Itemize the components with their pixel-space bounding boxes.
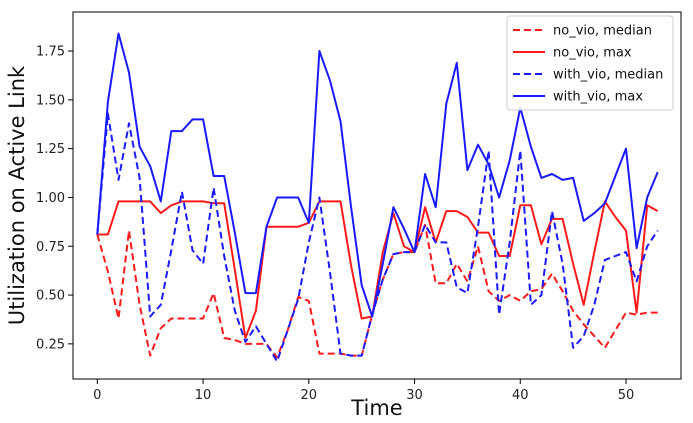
- y-tick-label: 0.75: [36, 240, 65, 255]
- x-tick-label: 10: [195, 388, 212, 403]
- x-tick-label: 30: [406, 388, 423, 403]
- y-tick-label: 0.25: [36, 337, 65, 352]
- y-axis-title: Utilization on Active Link: [5, 65, 29, 325]
- x-tick-label: 50: [618, 388, 635, 403]
- y-axis: 0.25 0.50 0.75 1.00 1.25 1.50 1.75: [36, 45, 73, 352]
- legend: no_vio, median no_vio, max with_vio, media…: [506, 15, 674, 111]
- legend-box: [506, 15, 674, 111]
- y-tick-label: 1.75: [36, 45, 65, 60]
- x-tick-label: 20: [301, 388, 318, 403]
- legend-label-2: with_vio, median: [553, 68, 663, 83]
- x-tick-label: 0: [93, 388, 101, 403]
- series-layer: [96, 32, 659, 363]
- y-tick-label: 0.50: [36, 289, 65, 304]
- y-tick-label: 1.50: [36, 93, 65, 108]
- series-line-1: [97, 200, 659, 339]
- series-line-0: [96, 223, 658, 359]
- series-line-2: [96, 112, 659, 363]
- plot-frame: [72, 11, 682, 380]
- x-tick-label: 40: [512, 388, 529, 403]
- x-axis: 0 10 20 30 40 50: [93, 379, 634, 403]
- y-tick-label: 1.25: [36, 142, 65, 157]
- legend-label-0: no_vio, median: [553, 24, 652, 39]
- x-axis-title: Time: [350, 396, 402, 420]
- legend-label-3: with_vio, max: [553, 90, 643, 105]
- legend-label-1: no_vio, max: [553, 46, 632, 61]
- y-tick-label: 1.00: [36, 191, 65, 206]
- series-line-3: [96, 32, 659, 318]
